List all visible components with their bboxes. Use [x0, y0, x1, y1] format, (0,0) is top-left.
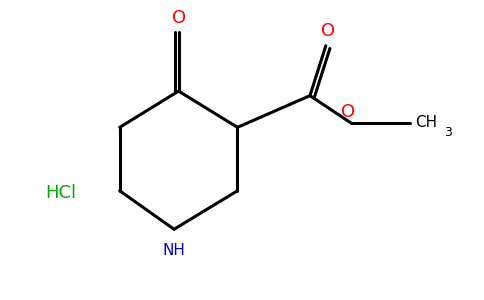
- Text: NH: NH: [163, 243, 185, 258]
- Text: O: O: [171, 9, 186, 27]
- Text: O: O: [321, 22, 335, 40]
- Text: 3: 3: [444, 126, 453, 139]
- Text: HCl: HCl: [45, 184, 76, 202]
- Text: CH: CH: [415, 115, 437, 130]
- Text: O: O: [341, 103, 356, 121]
